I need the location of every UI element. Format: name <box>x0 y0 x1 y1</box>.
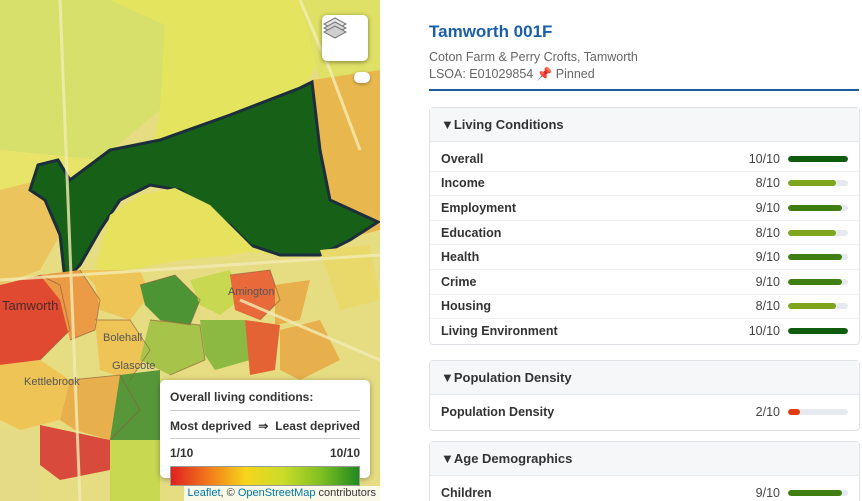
score-row-crime: Crime 9/10 <box>430 270 859 295</box>
osm-link[interactable]: OpenStreetMap <box>237 487 316 499</box>
score-value: 9/10 <box>755 200 780 215</box>
score-bar-fill <box>788 278 842 285</box>
panel-header: Tamworth 001F Coton Farm & Perry Crofts,… <box>429 22 859 91</box>
score-bar <box>788 254 848 261</box>
score-label: Overall <box>441 151 484 166</box>
score-label: Housing <box>441 299 491 314</box>
attribution-sep: , © <box>220 487 238 499</box>
section-population-density: ▼Population Density Population Density 2/… <box>429 360 860 431</box>
area-lsoa: LSOA: E01029854 📌 Pinned <box>429 67 595 81</box>
score-value: 10/10 <box>748 324 780 339</box>
score-label: Education <box>441 225 502 240</box>
score-bar-fill <box>788 204 842 211</box>
score-row-population-density: Population Density 2/10 <box>430 400 859 425</box>
place-label-kettlebrook: Kettlebrook <box>24 376 80 388</box>
score-bar <box>788 204 848 211</box>
score-value: 9/10 <box>755 250 780 265</box>
score-bar <box>788 229 848 236</box>
score-bar <box>788 409 848 416</box>
score-bar <box>788 278 848 285</box>
score-label: Employment <box>441 200 517 215</box>
area-subtitle: Coton Farm & Perry Crofts, Tamworth <box>429 50 638 64</box>
legend-arrow: ⇒ <box>258 419 269 433</box>
place-label-bolehall: Bolehall <box>103 332 143 344</box>
details-panel: Tamworth 001F Coton Farm & Perry Crofts,… <box>412 0 862 501</box>
score-row-education: Education 8/10 <box>430 221 859 246</box>
score-bar-fill <box>788 180 836 187</box>
map-legend: Overall living conditions: Most deprived… <box>160 380 370 486</box>
score-bar <box>788 490 848 497</box>
score-bar-fill <box>788 328 848 335</box>
layers-icon <box>322 17 348 39</box>
score-bar-fill <box>788 229 836 236</box>
score-bar-fill <box>788 155 848 162</box>
score-label: Children <box>441 486 492 501</box>
place-label-amington: Amington <box>228 286 275 298</box>
score-row-employment: Employment 9/10 <box>430 196 859 221</box>
score-bar <box>788 155 848 162</box>
score-bar <box>788 328 848 335</box>
score-row-income: Income 8/10 <box>430 172 859 197</box>
map-tiles <box>0 0 380 501</box>
map-view[interactable]: Tamworth Bolehall Glascote Kettlebrook A… <box>0 0 380 501</box>
place-label-glascote: Glascote <box>112 360 156 372</box>
score-value: 2/10 <box>755 405 780 420</box>
score-label: Health <box>441 250 480 265</box>
score-label: Income <box>441 176 485 191</box>
legend-high-label: Least deprived <box>275 419 360 433</box>
score-value: 8/10 <box>755 299 780 314</box>
map-small-control[interactable] <box>354 72 370 83</box>
score-row-housing: Housing 8/10 <box>430 295 859 320</box>
legend-max: 10/10 <box>329 446 360 460</box>
score-row-overall: Overall 10/10 <box>430 147 859 172</box>
section-living-conditions: ▼Living Conditions Overall 10/10 Income 8/1… <box>429 107 860 345</box>
legend-title: Overall living conditions: <box>170 390 360 411</box>
section-header[interactable]: ▼Population Density <box>430 361 859 395</box>
score-bar <box>788 303 848 310</box>
score-value: 9/10 <box>755 274 780 289</box>
legend-range: 1/10 10/10 <box>170 446 360 460</box>
section-header[interactable]: ▼Age Demographics <box>430 442 859 476</box>
legend-min: 1/10 <box>170 446 194 460</box>
score-label: Crime <box>441 274 477 289</box>
score-value: 9/10 <box>755 486 780 501</box>
area-title: Tamworth 001F <box>429 22 553 41</box>
score-row-health: Health 9/10 <box>430 245 859 270</box>
score-row-living-environment: Living Environment 10/10 <box>430 319 859 344</box>
score-value: 8/10 <box>755 225 780 240</box>
score-value: 10/10 <box>748 151 780 166</box>
section-header[interactable]: ▼Living Conditions <box>430 108 859 142</box>
place-label-tamworth: Tamworth <box>2 298 59 313</box>
legend-gradient <box>170 466 360 486</box>
score-row-children: Children 9/10 <box>430 481 859 501</box>
legend-direction: Most deprived ⇒ Least deprived <box>170 419 360 439</box>
score-bar-fill <box>788 490 842 497</box>
section-age-demographics: ▼Age Demographics Children 9/10 <box>429 441 860 501</box>
score-value: 8/10 <box>755 176 780 191</box>
map-attribution: Leaflet, © OpenStreetMap contributors <box>183 486 380 501</box>
score-label: Population Density <box>441 405 555 420</box>
score-bar-fill <box>788 254 842 261</box>
score-bar <box>788 180 848 187</box>
legend-low-label: Most deprived <box>170 419 252 433</box>
score-bar-fill <box>788 303 836 310</box>
attribution-suffix: contributors <box>315 487 376 499</box>
score-label: Living Environment <box>441 324 558 339</box>
layers-control-button[interactable] <box>322 15 368 61</box>
leaflet-link[interactable]: Leaflet <box>187 487 221 499</box>
score-bar-fill <box>788 409 800 416</box>
